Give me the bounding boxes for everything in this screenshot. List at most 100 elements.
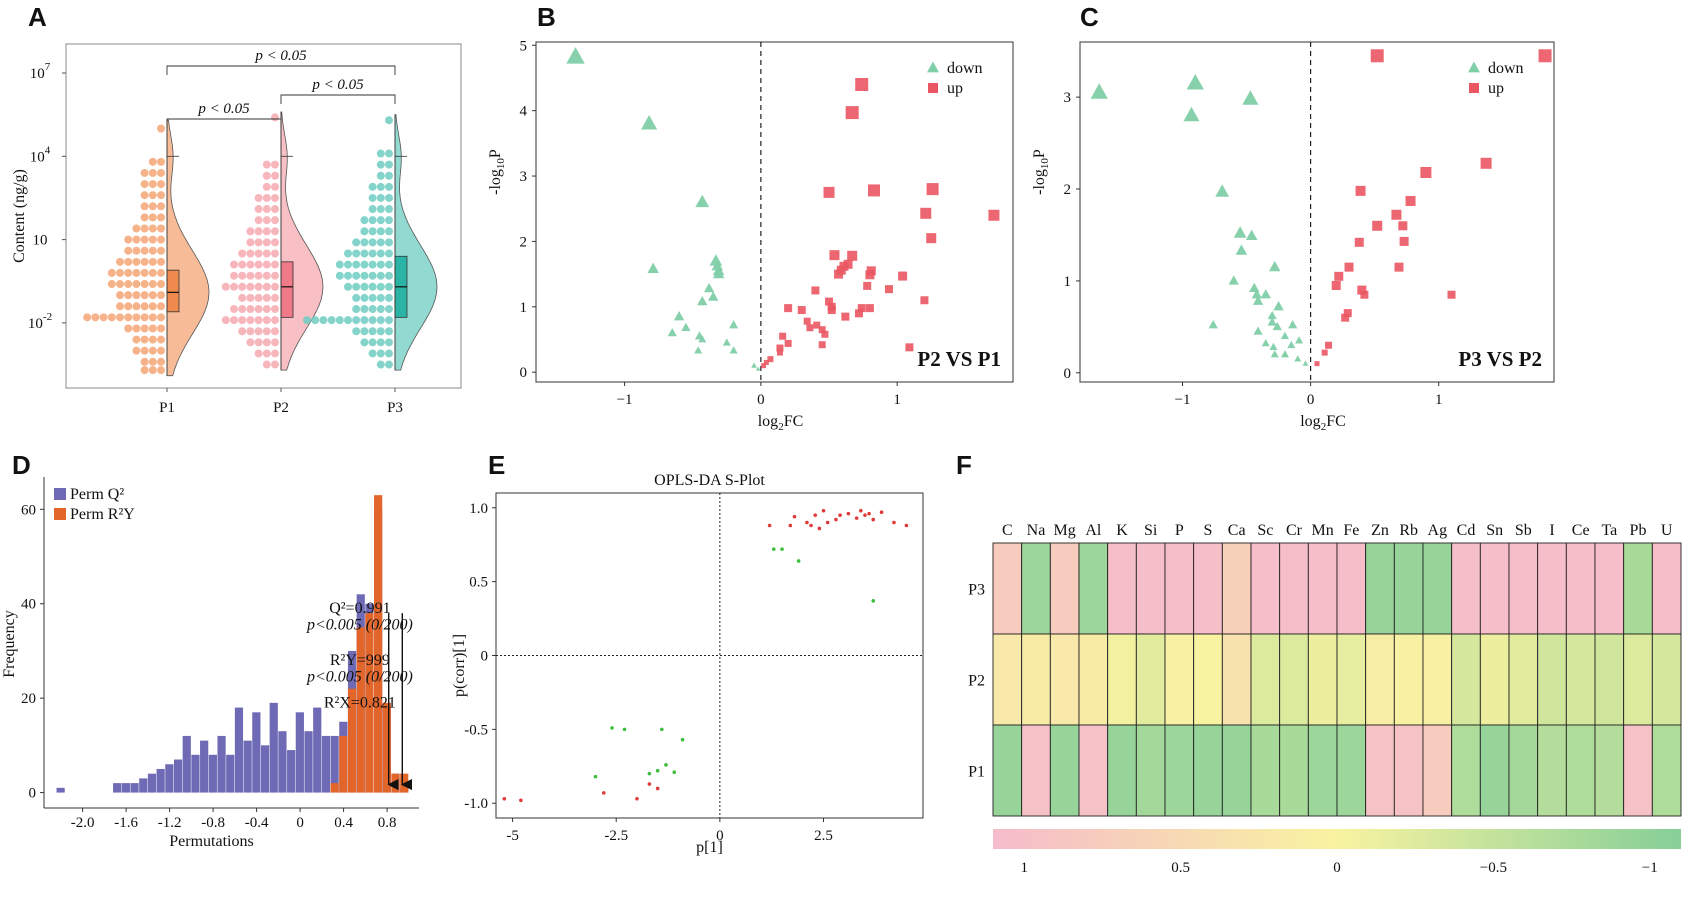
data-dot-P1 [148,224,157,233]
data-dot-P2 [271,216,279,225]
up-point [763,359,769,365]
down-point [1294,355,1302,362]
up-point [1341,313,1350,322]
data-dot-P2 [230,271,238,280]
up-point [1357,285,1367,295]
heat-cell [1623,724,1653,817]
data-dot-P1 [157,280,165,289]
x-axis-label: log2FC [758,413,804,433]
heat-cell [1049,542,1080,635]
heat-cell [992,724,1023,817]
heat-cell [1193,633,1223,726]
y-tick-label: 0.5 [469,575,488,591]
significance-bracket [166,65,396,75]
red-point [838,513,842,517]
heat-cell [1422,542,1453,635]
y-tick-exponent: -2 [43,311,52,323]
data-dot-P1 [132,291,141,300]
data-dot-P2 [262,327,271,336]
y-axis-label-sub: 10 [1039,158,1051,170]
x-tick-label: -2.0 [71,815,95,831]
down-point [751,362,757,368]
data-dot-P1 [140,268,149,277]
stat-annotation: R²X=0.821 [324,695,396,712]
down-point [667,327,677,337]
data-dot-P2 [271,360,279,369]
data-dot-P3 [360,316,369,325]
heat-cell [1221,542,1252,635]
data-dot-P2 [221,282,230,291]
data-dot-P3 [376,216,385,225]
data-dot-P3 [385,327,393,336]
red-point [502,796,507,801]
data-dot-P1 [140,313,149,322]
data-dot-P2 [221,316,230,325]
data-dot-P3 [385,160,393,169]
down-point [1215,184,1230,197]
data-dot-P2 [254,338,263,347]
data-dot-P2 [254,282,263,291]
y-tick-label: 0 [29,786,37,802]
stat-annotation: p<0.005 (0/200) [306,617,413,634]
data-dot-P3 [385,216,393,225]
data-dot-P1 [140,168,149,177]
up-point [854,309,863,318]
data-dot-P2 [262,360,271,369]
up-point [843,259,853,269]
column-label: Ag [1428,522,1448,539]
data-dot-P1 [124,235,133,244]
data-dot-P2 [238,316,247,325]
data-dot-P2 [254,293,263,302]
up-point [1405,195,1416,206]
heat-cell [1537,724,1567,817]
up-point [1354,237,1364,247]
x-tick-label: 0.8 [378,815,397,831]
heat-cell [1193,724,1223,817]
data-dot-P1 [132,257,141,266]
x-tick-label: 0 [716,828,724,844]
up-point [1334,271,1344,281]
data-dot-P3 [376,271,385,280]
green-point [622,727,627,732]
data-dot-P1 [157,124,165,133]
hist-bar [147,773,157,793]
heat-cell [1135,724,1166,817]
data-dot-P3 [344,282,352,291]
down-point [1302,360,1309,366]
data-dot-P1 [116,257,124,266]
up-point [779,332,787,340]
data-dot-P3 [303,316,311,325]
heat-cell [1365,542,1395,635]
row-label: P2 [968,673,985,690]
up-point [784,304,793,313]
data-dot-P2 [262,293,271,302]
heat-cell [1078,633,1109,726]
data-dot-P1 [140,257,149,266]
data-dot-P1 [132,224,141,233]
data-dot-P1 [148,280,157,289]
data-dot-P2 [230,260,238,269]
colorbar-tick-label: −1 [1642,860,1658,876]
down-point [1208,320,1218,329]
y-tick-label: 0 [520,365,528,381]
y-axis-label: p(corr)[1] [451,634,468,697]
down-point [1253,326,1263,335]
data-dot-P3 [376,193,385,202]
up-point [818,341,826,349]
violin-P3 [394,114,438,371]
data-dot-P1 [124,302,133,311]
data-dot-P1 [140,191,149,200]
data-dot-P3 [385,349,393,358]
data-dot-P2 [238,305,247,314]
data-dot-P3 [376,260,385,269]
data-dot-P3 [335,260,344,269]
data-dot-P3 [319,316,328,325]
data-dot-P2 [246,305,255,314]
up-point [920,296,929,305]
down-point [698,335,707,343]
data-dot-P2 [262,193,271,202]
down-point [1295,336,1304,344]
up-point [988,209,1000,221]
data-dot-P2 [262,349,271,358]
y-tick-label: 0 [1064,366,1072,382]
